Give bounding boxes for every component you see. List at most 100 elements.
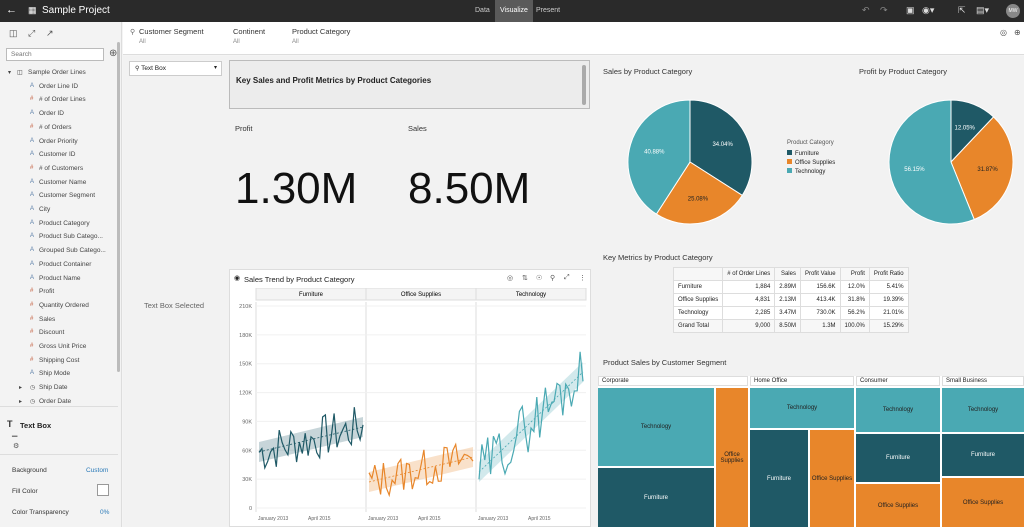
series-line[interactable]	[368, 442, 474, 498]
panel-scrollbar[interactable]	[117, 42, 120, 372]
back-icon[interactable]: ←	[6, 4, 17, 16]
attribute-icon: A	[30, 137, 35, 144]
series-line[interactable]	[258, 407, 364, 471]
mode-visualize[interactable]: Visualize	[495, 0, 533, 22]
data-tab-icon[interactable]: ◫	[9, 28, 18, 38]
field-item[interactable]: A Product Name	[0, 274, 118, 286]
filter-product-category[interactable]: Product Category All	[292, 27, 350, 45]
field-item[interactable]: A Product Sub Catego...	[0, 232, 118, 244]
background-value[interactable]: Custom	[86, 467, 109, 474]
treemap-cell-furniture[interactable]: Furniture	[750, 430, 808, 527]
add-filter-icon[interactable]: ⊕	[1014, 28, 1021, 37]
legend-item[interactable]: Furniture	[787, 150, 835, 157]
expand-icon[interactable]: ▸	[19, 398, 23, 405]
series-line[interactable]	[478, 351, 584, 480]
field-item[interactable]: # Profit	[0, 287, 118, 299]
field-item[interactable]: # Gross Unit Price	[0, 342, 118, 354]
treemap-cell-technology[interactable]: Technology	[856, 388, 940, 432]
maximize-icon[interactable]: ⤢	[564, 274, 570, 281]
field-label: Shipping Cost	[39, 356, 80, 364]
field-item[interactable]: ▸ ◷ Ship Date	[0, 383, 118, 395]
field-item[interactable]: A Product Category	[0, 219, 118, 231]
field-item[interactable]: A Order Line ID	[0, 82, 118, 94]
camera-icon[interactable]: ▣	[906, 5, 915, 15]
field-item[interactable]: # Sales	[0, 315, 118, 327]
settings-icon[interactable]: ⚙	[13, 443, 20, 450]
mode-data[interactable]: Data	[475, 7, 490, 14]
treemap-cell-furniture[interactable]: Furniture	[942, 434, 1024, 476]
treemap-cell-office[interactable]: Office Supplies	[856, 484, 940, 527]
field-item[interactable]: A Customer ID	[0, 150, 118, 162]
transparency-value[interactable]: 0%	[100, 509, 110, 516]
search-input[interactable]	[6, 48, 104, 61]
legend-item[interactable]: Technology	[787, 168, 835, 175]
headline-text: Key Sales and Profit Metrics by Product …	[236, 76, 432, 85]
add-icon[interactable]: ⊕	[109, 48, 118, 59]
analytics-tab-icon[interactable]: ⤢	[28, 28, 36, 38]
field-item[interactable]: A Ship Mode	[0, 369, 118, 381]
field-item[interactable]: # Discount	[0, 328, 118, 340]
treemap-cell-technology[interactable]: Technology	[598, 388, 714, 466]
field-item[interactable]: A Customer Segment	[0, 191, 118, 203]
mode-present[interactable]: Present	[536, 7, 561, 14]
treemap-cell-furniture[interactable]: Furniture	[856, 434, 940, 482]
fill-color-swatch[interactable]	[97, 484, 109, 496]
pie-slice-technology[interactable]	[888, 99, 975, 225]
table-row[interactable]: Grand Total 9,000 8.50M 1.3M 100.0% 15.29%	[672, 319, 909, 333]
trend-tab-icon[interactable]: ↗	[46, 28, 54, 38]
globe-icon[interactable]: ◎	[507, 275, 514, 282]
pie-slice-office-supplies[interactable]	[950, 116, 1014, 221]
sort-icon[interactable]: ⇅	[522, 275, 528, 282]
expand-icon[interactable]: ▸	[19, 385, 23, 392]
undo-icon[interactable]: ↶	[862, 5, 870, 15]
field-item[interactable]: # # of Order Lines	[0, 95, 118, 107]
treemap-cell-office[interactable]: Office Supplies	[716, 388, 748, 527]
y-tick-label: 150K	[239, 362, 252, 368]
field-item[interactable]: # Quantity Ordered	[0, 301, 118, 313]
table-row[interactable]: Technology 2,285 3.47M 730.0K 56.2% 21.01%	[672, 306, 909, 320]
treemap-cell-office[interactable]: Office Supplies	[942, 478, 1024, 527]
field-item[interactable]: A Customer Name	[0, 178, 118, 190]
profit-pie-title: Profit by Product Category	[859, 67, 947, 76]
pie-slice-technology[interactable]	[627, 99, 691, 215]
pie-slice-office-supplies[interactable]	[655, 161, 743, 225]
field-item[interactable]: A Grouped Sub Catego...	[0, 246, 118, 258]
filter-icon[interactable]: ⚲	[550, 275, 556, 282]
save-icon[interactable]: ▤▾	[976, 5, 990, 15]
preview-icon[interactable]: ◉▾	[922, 5, 935, 15]
legend-item[interactable]: Office Supplies	[787, 159, 835, 166]
field-item[interactable]: A Order Priority	[0, 137, 118, 149]
more-icon[interactable]: ⋮	[579, 275, 586, 282]
field-item[interactable]: A Product Container	[0, 260, 118, 272]
filter-continent[interactable]: Continent All	[233, 27, 265, 45]
table-cell: 2,285	[722, 306, 776, 320]
field-item[interactable]: ▸ ◷ Order Date	[0, 397, 118, 409]
table-row[interactable]: Office Supplies 4,831 2.13M 413.4K 31.8% 19.3…	[672, 293, 909, 307]
headline-textbox[interactable]: Key Sales and Profit Metrics by Product …	[229, 60, 590, 109]
redo-icon[interactable]: ↷	[880, 5, 888, 15]
textbox-type-select[interactable]: ⚲ Text Box ▾	[129, 61, 222, 76]
brush-icon[interactable]: ▔	[12, 437, 18, 444]
treemap-cell-technology[interactable]: Technology	[750, 388, 854, 428]
field-item[interactable]: # Shipping Cost	[0, 356, 118, 368]
field-item[interactable]: A City	[0, 205, 118, 217]
treemap-cell-technology[interactable]: Technology	[942, 388, 1024, 432]
treemap-cell-furniture[interactable]: Furniture	[598, 468, 714, 527]
expand-icon[interactable]: ▾	[8, 70, 12, 76]
field-item[interactable]: # # of Customers	[0, 164, 118, 176]
pie-label: 12.05%	[955, 125, 976, 131]
table-row[interactable]: Furniture 1,884 2.89M 156.6K 12.0% 5.41%	[672, 280, 909, 294]
field-item[interactable]: A Order ID	[0, 109, 118, 121]
treemap-cell-office[interactable]: Office Supplies	[810, 430, 854, 527]
y-tick-label: 90K	[242, 419, 252, 425]
field-item[interactable]: # # of Orders	[0, 123, 118, 135]
headline-scrollbar[interactable]	[582, 65, 586, 105]
profit-kpi-value: 1.30M	[235, 164, 358, 213]
target-icon[interactable]: ☉	[536, 275, 543, 282]
source-node[interactable]: ▾ ◫ Sample Order Lines	[0, 68, 118, 80]
filter-customer-segment[interactable]: Customer Segment All	[139, 27, 204, 45]
user-avatar[interactable]: MW	[1006, 4, 1020, 18]
export-icon[interactable]: ⇱	[958, 5, 966, 15]
globe-icon[interactable]: ◎	[1000, 28, 1007, 37]
field-label: Discount	[39, 329, 65, 337]
